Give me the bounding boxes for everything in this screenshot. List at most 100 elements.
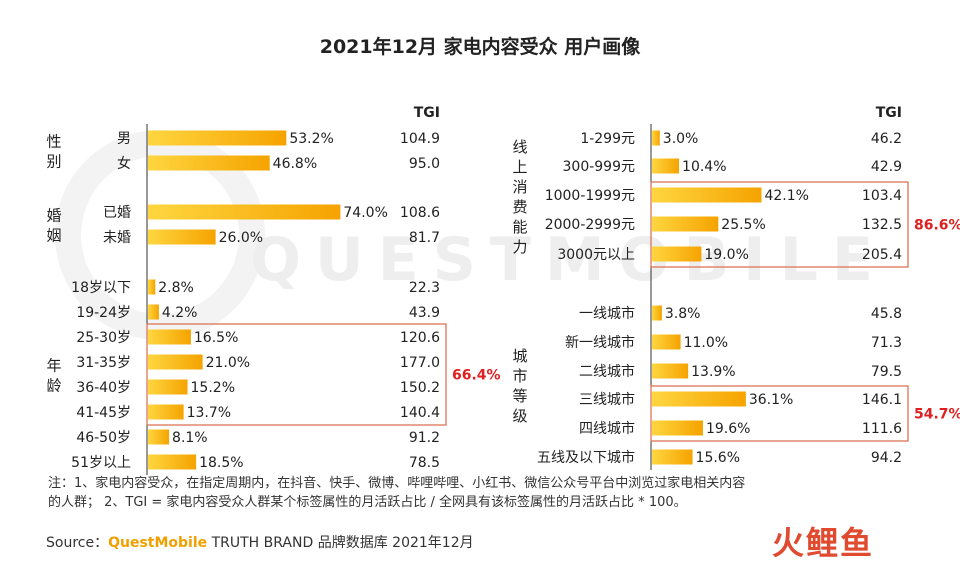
group-label-char: 市	[512, 367, 527, 385]
category-label: 男	[117, 131, 131, 147]
group-label-char: 线	[512, 138, 527, 156]
group-label-char: 力	[512, 238, 527, 256]
bar-value-label: 74.0%	[343, 205, 387, 221]
tgi-value: 71.3	[871, 335, 902, 351]
category-label: 300-999元	[563, 159, 636, 175]
category-label: 未婚	[103, 230, 131, 246]
bar-value-label: 13.9%	[691, 364, 735, 380]
highlight-box	[650, 181, 909, 268]
tgi-value: 132.5	[862, 217, 902, 233]
bar-value-label: 15.2%	[191, 380, 235, 396]
highlight-total: 66.4%	[452, 368, 501, 384]
tgi-value: 177.0	[400, 355, 440, 371]
category-label: 18岁以下	[71, 280, 131, 296]
chart-title: 2021年12月 家电内容受众 用户画像	[319, 36, 641, 58]
group-label-char: 年	[46, 357, 61, 375]
bar	[148, 304, 159, 320]
group-label-char: 婚	[46, 207, 61, 225]
tgi-value: 43.9	[409, 305, 440, 321]
tgi-value: 42.9	[871, 159, 902, 175]
bar	[652, 187, 762, 203]
highlight-total: 86.6%	[914, 218, 960, 234]
bar	[652, 130, 660, 146]
bar	[652, 216, 719, 232]
tgi-value: 22.3	[409, 280, 440, 296]
category-label: 19-24岁	[76, 305, 131, 321]
tgi-value: 111.6	[862, 421, 902, 437]
bar-value-label: 53.2%	[289, 131, 333, 147]
group-label-char: 龄	[46, 377, 61, 395]
group-label-char: 消	[512, 178, 527, 196]
category-label: 三线城市	[579, 391, 635, 408]
category-label: 46-50岁	[76, 430, 131, 446]
tgi-value: 146.1	[862, 392, 902, 408]
bar	[652, 246, 702, 262]
bar-value-label: 4.2%	[162, 305, 198, 321]
group-label-char: 性	[46, 133, 61, 151]
bar	[652, 305, 662, 321]
footnote-line-1: 注：1、家电内容受众，在指定周期内，在抖音、快手、微博、哔哩哔哩、小红书、微信公…	[48, 476, 746, 491]
tgi-value: 150.2	[400, 380, 440, 396]
highlight-box	[146, 323, 447, 426]
bar-value-label: 46.8%	[273, 156, 317, 172]
bar-value-label: 26.0%	[219, 230, 263, 246]
bar	[148, 229, 216, 245]
bar-value-label: 3.8%	[665, 306, 701, 322]
category-label: 1000-1999元	[545, 188, 635, 204]
tgi-value: 104.9	[400, 131, 440, 147]
group-label-char: 城	[512, 347, 527, 365]
bar	[652, 334, 681, 350]
tgi-value: 91.2	[409, 430, 440, 446]
footnote-line-2: 的人群； 2、TGI = 家电内容受众人群某个标签属性的月活跃占比 / 全网具有…	[48, 495, 687, 510]
highlight-box	[650, 385, 909, 442]
bar-value-label: 8.1%	[172, 430, 208, 446]
category-label: 51岁以上	[71, 455, 131, 471]
category-label: 25-30岁	[76, 330, 131, 346]
category-label: 四线城市	[579, 420, 635, 437]
tgi-value: 45.8	[871, 306, 902, 322]
tgi-value: 120.6	[400, 330, 440, 346]
bar	[148, 204, 341, 220]
bar	[652, 420, 703, 436]
category-label: 41-45岁	[76, 405, 131, 421]
tgi-value: 94.2	[871, 450, 902, 466]
tgi-value: 78.5	[409, 455, 440, 471]
bar	[652, 158, 680, 174]
bar	[652, 363, 689, 379]
bar	[148, 429, 170, 445]
tgi-value: 46.2	[871, 131, 902, 147]
source-brand: QuestMobile	[108, 535, 208, 551]
category-label: 一线城市	[579, 305, 635, 322]
bar-value-label: 21.0%	[206, 355, 250, 371]
bar	[148, 379, 188, 395]
bar	[148, 454, 197, 470]
tgi-value: 79.5	[871, 364, 902, 380]
bar-value-label: 18.5%	[199, 455, 243, 471]
bar-value-label: 25.5%	[721, 217, 765, 233]
tgi-value: 103.4	[862, 188, 902, 204]
bar-value-label: 42.1%	[764, 188, 808, 204]
bar	[148, 354, 203, 370]
category-label: 五线及以下城市	[537, 449, 635, 466]
tgi-header: TGI	[876, 105, 902, 121]
bar	[148, 130, 287, 146]
bar-value-label: 2.8%	[158, 280, 194, 296]
highlight-total: 54.7%	[914, 407, 960, 423]
category-label: 1-299元	[580, 131, 635, 147]
tgi-value: 95.0	[409, 156, 440, 172]
category-label: 36-40岁	[76, 380, 131, 396]
watermark: QUESTMOBILE	[250, 225, 887, 295]
group-label-char: 等	[512, 387, 527, 405]
bar	[148, 329, 191, 345]
bar	[148, 279, 156, 295]
bar	[652, 449, 693, 465]
bar-value-label: 36.1%	[749, 392, 793, 408]
category-label: 3000元以上	[557, 247, 635, 263]
tgi-header: TGI	[414, 105, 440, 121]
bar	[652, 391, 746, 407]
category-label: 已婚	[103, 205, 131, 221]
category-label: 2000-2999元	[545, 217, 635, 233]
bar-value-label: 19.0%	[704, 247, 748, 263]
group-label-char: 姻	[46, 227, 61, 245]
